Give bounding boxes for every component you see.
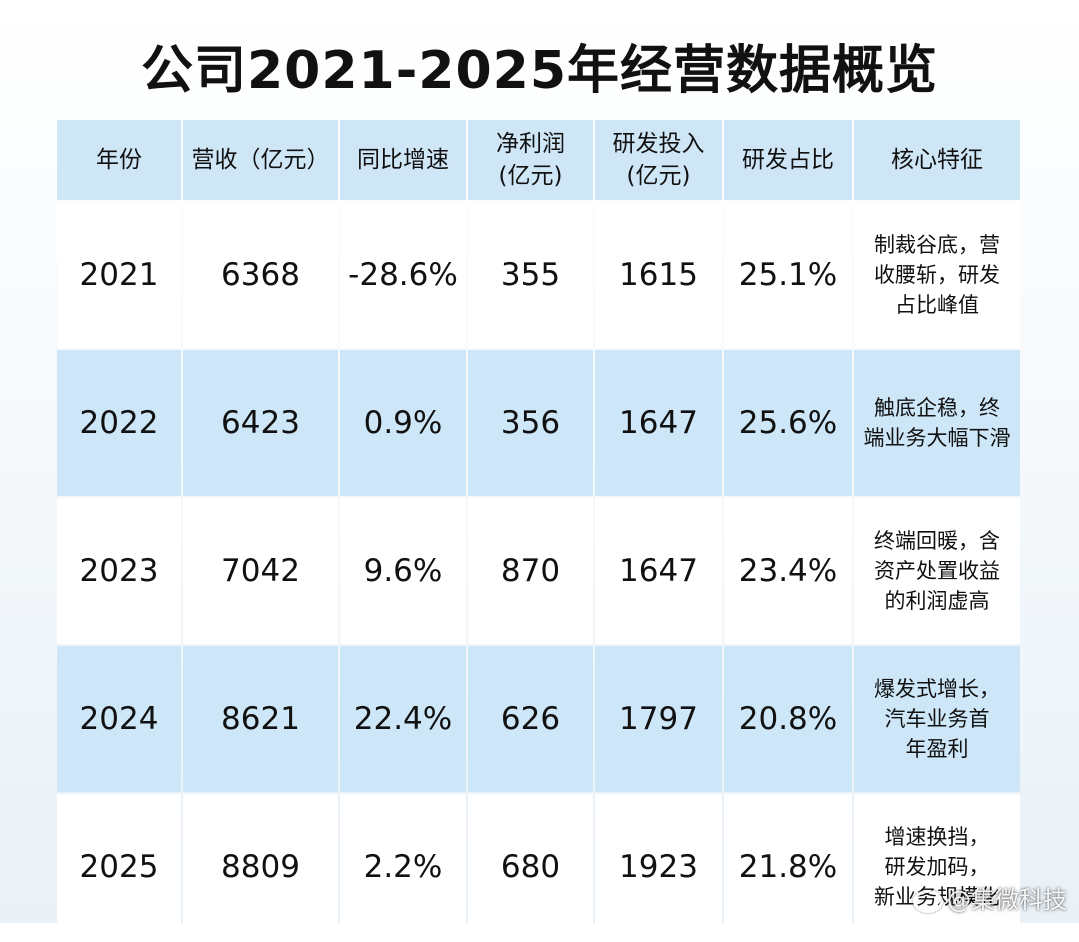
cell-growth: 2.2%	[340, 794, 466, 940]
header-feature: 核心特征	[854, 120, 1020, 200]
table-row: 2021 6368 -28.6% 355 1615 25.1% 制裁谷底，营 收…	[57, 202, 1020, 348]
cell-revenue: 6368	[183, 202, 338, 348]
table-row: 2022 6423 0.9% 356 1647 25.6% 触底企稳，终 端业务…	[57, 350, 1020, 496]
header-growth: 同比增速	[340, 120, 466, 200]
cell-growth: 0.9%	[340, 350, 466, 496]
cell-rd: 1615	[595, 202, 722, 348]
cell-rd: 1647	[595, 350, 722, 496]
cell-rd-ratio: 25.6%	[724, 350, 852, 496]
cell-feature: 终端回暖，含 资产处置收益 的利润虚高	[854, 498, 1020, 644]
cell-rd-ratio: 23.4%	[724, 498, 852, 644]
cell-revenue: 8621	[183, 646, 338, 792]
table-row: 2025 8809 2.2% 680 1923 21.8% 增速换挡， 研发加码…	[57, 794, 1020, 940]
page-title: 公司2021-2025年经营数据概览	[140, 41, 939, 101]
cell-profit: 355	[468, 202, 593, 348]
table-header-row: 年份 营收（亿元） 同比增速 净利润 (亿元) 研发投入 (亿元) 研发占比 核…	[57, 120, 1020, 200]
cell-revenue: 7042	[183, 498, 338, 644]
cell-year: 2024	[57, 646, 181, 792]
cell-feature: 爆发式增长， 汽车业务首 年盈利	[854, 646, 1020, 792]
data-table: 年份 营收（亿元） 同比增速 净利润 (亿元) 研发投入 (亿元) 研发占比 核…	[55, 118, 1022, 942]
watermark: @集微科技	[911, 880, 1067, 915]
cell-feature: 制裁谷底，营 收腰斩，研发 占比峰值	[854, 202, 1020, 348]
weibo-icon	[911, 886, 943, 913]
header-revenue: 营收（亿元）	[183, 120, 338, 200]
table-row: 2023 7042 9.6% 870 1647 23.4% 终端回暖，含 资产处…	[57, 498, 1020, 644]
cell-rd-ratio: 21.8%	[724, 794, 852, 940]
cell-year: 2022	[57, 350, 181, 496]
cell-revenue: 6423	[183, 350, 338, 496]
cell-profit: 626	[468, 646, 593, 792]
header-year: 年份	[57, 120, 181, 200]
cell-year: 2021	[57, 202, 181, 348]
cell-rd: 1647	[595, 498, 722, 644]
watermark-text: @集微科技	[947, 886, 1067, 914]
cell-growth: 9.6%	[340, 498, 466, 644]
cell-feature: 增速换挡， 研发加码， 新业务规模化	[854, 794, 1020, 940]
cell-profit: 870	[468, 498, 593, 644]
header-rd: 研发投入 (亿元)	[595, 120, 722, 200]
cell-rd-ratio: 25.1%	[724, 202, 852, 348]
cell-growth: -28.6%	[340, 202, 466, 348]
cell-year: 2023	[57, 498, 181, 644]
header-rd-ratio: 研发占比	[724, 120, 852, 200]
cell-year: 2025	[57, 794, 181, 940]
table-row: 2024 8621 22.4% 626 1797 20.8% 爆发式增长， 汽车…	[57, 646, 1020, 792]
cell-growth: 22.4%	[340, 646, 466, 792]
cell-revenue: 8809	[183, 794, 338, 940]
cell-profit: 680	[468, 794, 593, 940]
cell-rd: 1797	[595, 646, 722, 792]
cell-feature: 触底企稳，终 端业务大幅下滑	[854, 350, 1020, 496]
cell-rd-ratio: 20.8%	[724, 646, 852, 792]
header-profit: 净利润 (亿元)	[468, 120, 593, 200]
cell-rd: 1923	[595, 794, 722, 940]
cell-profit: 356	[468, 350, 593, 496]
